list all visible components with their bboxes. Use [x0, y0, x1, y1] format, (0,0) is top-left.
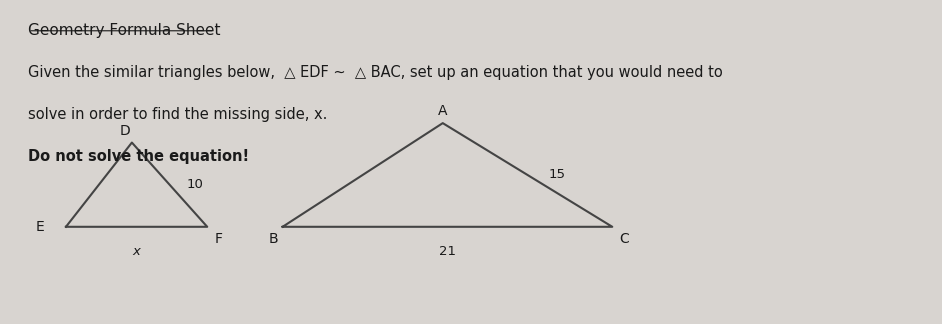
- Text: Given the similar triangles below,  △ EDF ∼  △ BAC, set up an equation that you : Given the similar triangles below, △ EDF…: [28, 65, 723, 80]
- Text: E: E: [36, 220, 45, 234]
- Text: Geometry Formula Sheet: Geometry Formula Sheet: [28, 23, 220, 38]
- Text: F: F: [215, 232, 222, 246]
- Text: 15: 15: [548, 168, 565, 181]
- Text: D: D: [120, 124, 130, 138]
- Text: 21: 21: [439, 245, 456, 258]
- Text: C: C: [620, 232, 629, 246]
- Text: 10: 10: [187, 178, 203, 191]
- Text: A: A: [438, 104, 447, 118]
- Text: x: x: [133, 245, 140, 258]
- Text: Do not solve the equation!: Do not solve the equation!: [28, 149, 250, 164]
- Text: B: B: [268, 232, 279, 246]
- Text: solve in order to find the missing side, x.: solve in order to find the missing side,…: [28, 107, 328, 122]
